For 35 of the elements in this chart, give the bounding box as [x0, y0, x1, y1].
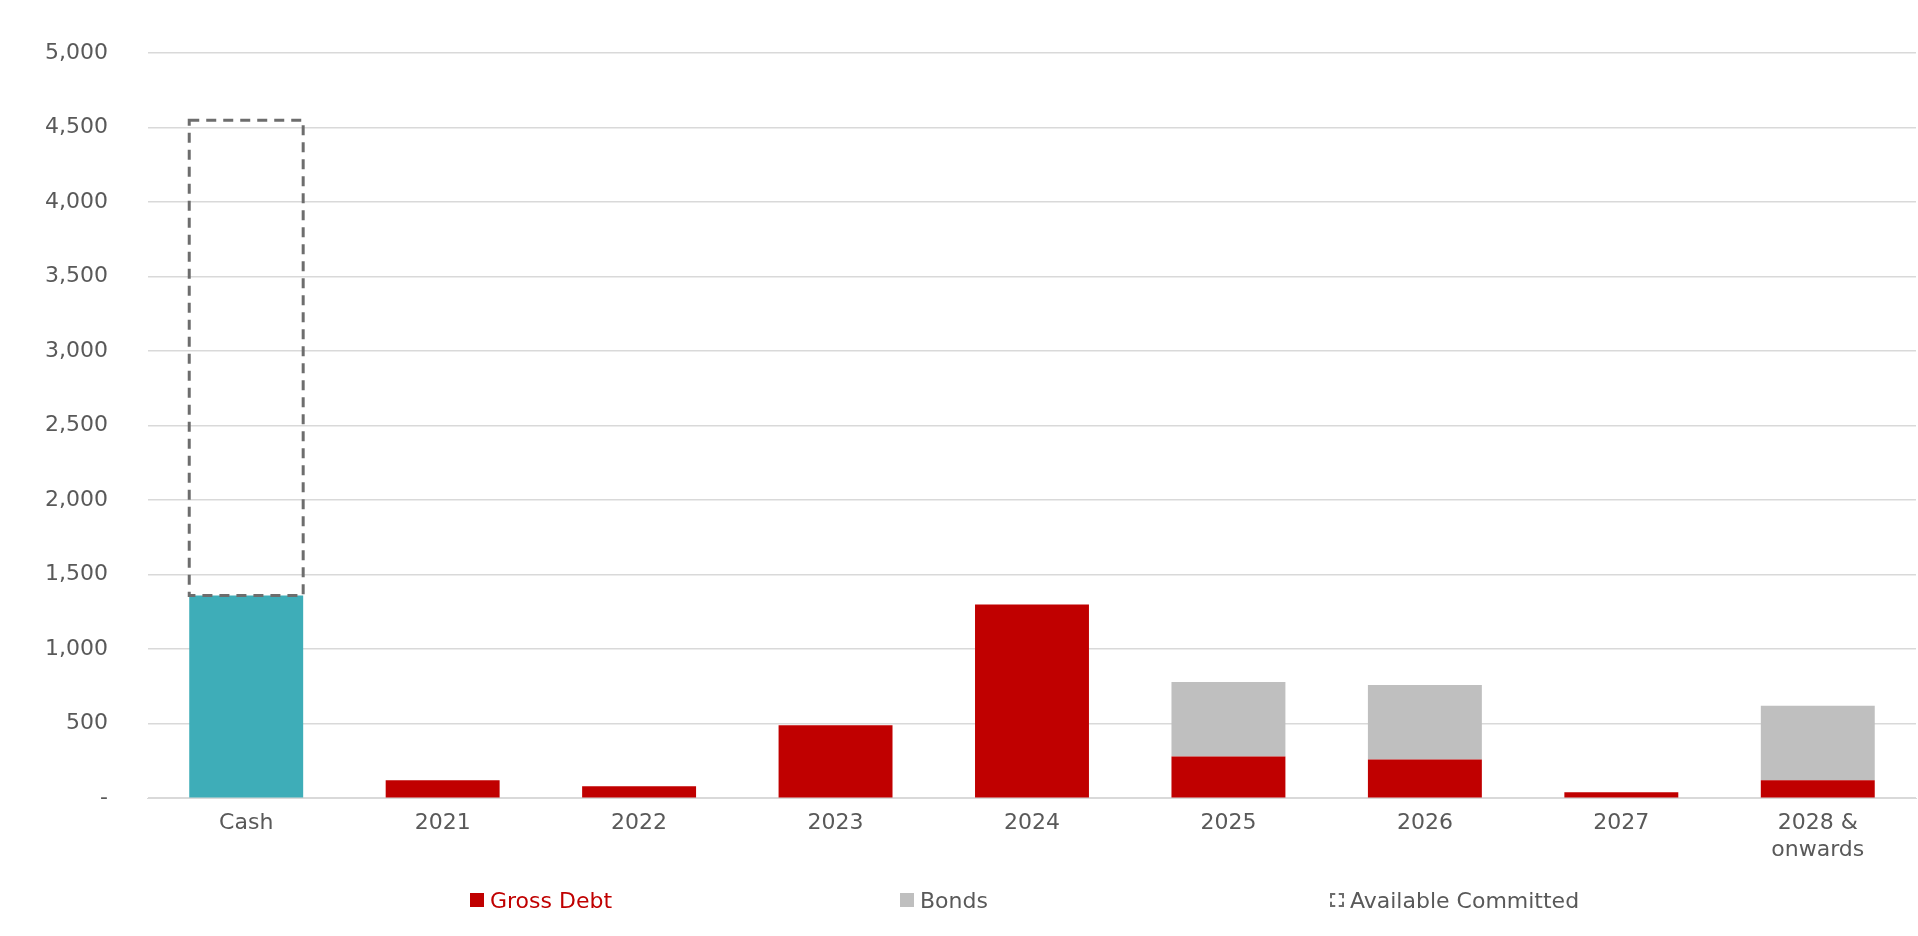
- bar: [1171, 756, 1286, 798]
- bar: [975, 604, 1089, 798]
- bar: [1367, 684, 1482, 760]
- y-tick-label: 2,500: [45, 411, 108, 437]
- y-tick-label: -: [100, 783, 108, 809]
- x-tick-label: 2028 & onwards: [1771, 809, 1865, 861]
- bar: [582, 786, 697, 798]
- bar: [1564, 792, 1679, 798]
- x-tick-label: 2023: [807, 809, 864, 835]
- y-tick-label: 1,000: [45, 634, 108, 660]
- y-tick-label: 4,000: [45, 187, 108, 213]
- y-tick-label: 3,500: [45, 262, 108, 288]
- legend-label: Available Committed: [1350, 887, 1580, 913]
- bar: [778, 725, 893, 798]
- x-tick-label: 2026: [1396, 809, 1453, 835]
- bar: [1760, 705, 1875, 781]
- x-tick-label: 2025: [1200, 809, 1257, 835]
- bar: [1171, 681, 1286, 757]
- bar: [1760, 780, 1875, 798]
- y-tick-label: 5,000: [45, 38, 108, 64]
- x-tick-label: 2027: [1593, 809, 1650, 835]
- bar: [385, 780, 500, 798]
- x-tick-label: Cash: [219, 809, 274, 835]
- bar: [1367, 759, 1482, 798]
- legend-label: Gross Debt: [490, 887, 613, 913]
- y-tick-label: 1,500: [45, 560, 108, 586]
- y-tick-label: 2,000: [45, 485, 108, 511]
- bar: [189, 595, 304, 798]
- y-tick-label: 4,500: [45, 113, 108, 139]
- y-tick-label: 500: [65, 709, 108, 735]
- y-tick-label: 3,000: [45, 336, 108, 362]
- x-tick-label: 2024: [1003, 809, 1060, 835]
- x-tick-label: 2022: [611, 809, 668, 835]
- x-tick-label: 2021: [414, 809, 471, 835]
- legend-label: Bonds: [920, 887, 988, 913]
